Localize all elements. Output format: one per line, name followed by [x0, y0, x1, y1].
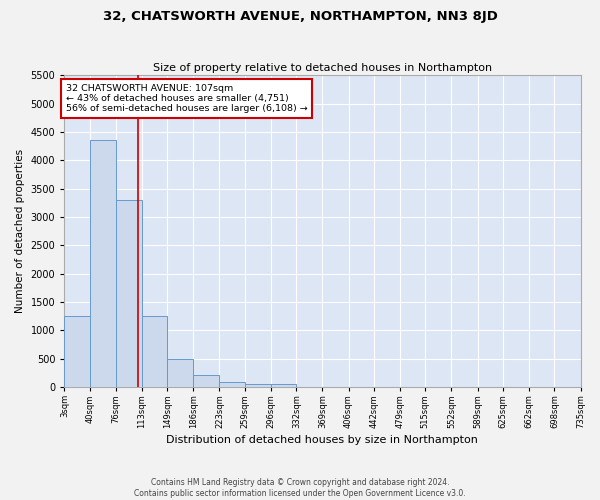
Text: 32, CHATSWORTH AVENUE, NORTHAMPTON, NN3 8JD: 32, CHATSWORTH AVENUE, NORTHAMPTON, NN3 … [103, 10, 497, 23]
Text: 32 CHATSWORTH AVENUE: 107sqm
← 43% of detached houses are smaller (4,751)
56% of: 32 CHATSWORTH AVENUE: 107sqm ← 43% of de… [66, 84, 307, 114]
Bar [116, 200, 142, 387]
Bar [167, 360, 193, 387]
Title: Size of property relative to detached houses in Northampton: Size of property relative to detached ho… [153, 63, 492, 73]
Bar [193, 375, 220, 387]
Bar [271, 384, 296, 387]
X-axis label: Distribution of detached houses by size in Northampton: Distribution of detached houses by size … [166, 435, 478, 445]
Bar [64, 316, 91, 387]
Y-axis label: Number of detached properties: Number of detached properties [15, 149, 25, 314]
Bar [220, 382, 245, 387]
Text: Contains HM Land Registry data © Crown copyright and database right 2024.
Contai: Contains HM Land Registry data © Crown c… [134, 478, 466, 498]
Bar [245, 384, 271, 387]
Bar [91, 140, 116, 387]
Bar [142, 316, 167, 387]
